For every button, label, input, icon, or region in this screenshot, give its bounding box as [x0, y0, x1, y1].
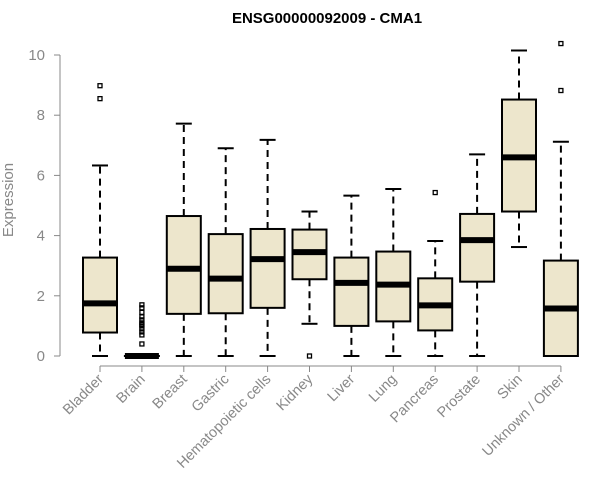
x-tick-label: Bladder	[60, 371, 107, 418]
iqr-box	[207, 233, 244, 315]
box-gastric	[207, 147, 244, 357]
y-tick-label: 0	[37, 348, 45, 365]
box-kidney	[291, 210, 328, 359]
outlier-point	[139, 320, 145, 326]
box-prostate	[459, 153, 496, 357]
box-brain	[123, 302, 160, 359]
box-hematopoietic-cells	[249, 138, 286, 357]
x-tick-label: Skin	[495, 372, 526, 403]
outlier-point	[432, 189, 438, 196]
x-tick-label: Breast	[150, 372, 191, 413]
x-tick-label: Brain	[113, 372, 148, 407]
box-lung	[375, 187, 412, 357]
y-axis: 0 2 4 6 8 10	[28, 47, 61, 365]
y-axis-title: Expression	[0, 163, 17, 237]
y-tick-label: 6	[37, 167, 45, 184]
iqr-box	[459, 212, 496, 283]
box-breast	[165, 122, 202, 357]
outlier-point	[558, 87, 564, 94]
x-tick-label: Prostate	[434, 372, 483, 421]
outlier-point	[558, 40, 564, 47]
outlier-point	[139, 305, 145, 311]
y-tick-label: 2	[37, 288, 45, 305]
outlier-point	[139, 309, 145, 316]
iqr-box	[333, 256, 370, 327]
outlier-point	[139, 317, 145, 323]
outlier-point	[306, 353, 313, 359]
outlier-point	[139, 314, 145, 320]
chart-title: ENSG00000092009 - CMA1	[232, 10, 422, 27]
outlier-point	[139, 329, 145, 335]
iqr-box	[249, 227, 286, 309]
iqr-box	[165, 215, 202, 315]
box-bladder	[82, 83, 118, 357]
outlier-point	[139, 332, 145, 338]
iqr-box	[82, 256, 118, 334]
y-tick-label: 8	[37, 107, 45, 124]
box-liver	[333, 194, 370, 357]
box-unknown-other	[542, 40, 579, 358]
box-skin	[501, 49, 537, 249]
y-tick-label: 4	[37, 228, 45, 245]
x-tick-label: Lung	[366, 372, 400, 406]
x-tick-label: Kidney	[274, 371, 317, 414]
outlier-point	[97, 95, 103, 102]
x-tick-label: Liver	[325, 371, 359, 405]
outlier-point	[97, 83, 103, 89]
box-pancreas	[417, 189, 454, 357]
outlier-point	[139, 302, 145, 308]
outlier-point	[139, 341, 145, 347]
plot-area	[82, 40, 579, 359]
y-tick-label: 10	[28, 47, 45, 64]
